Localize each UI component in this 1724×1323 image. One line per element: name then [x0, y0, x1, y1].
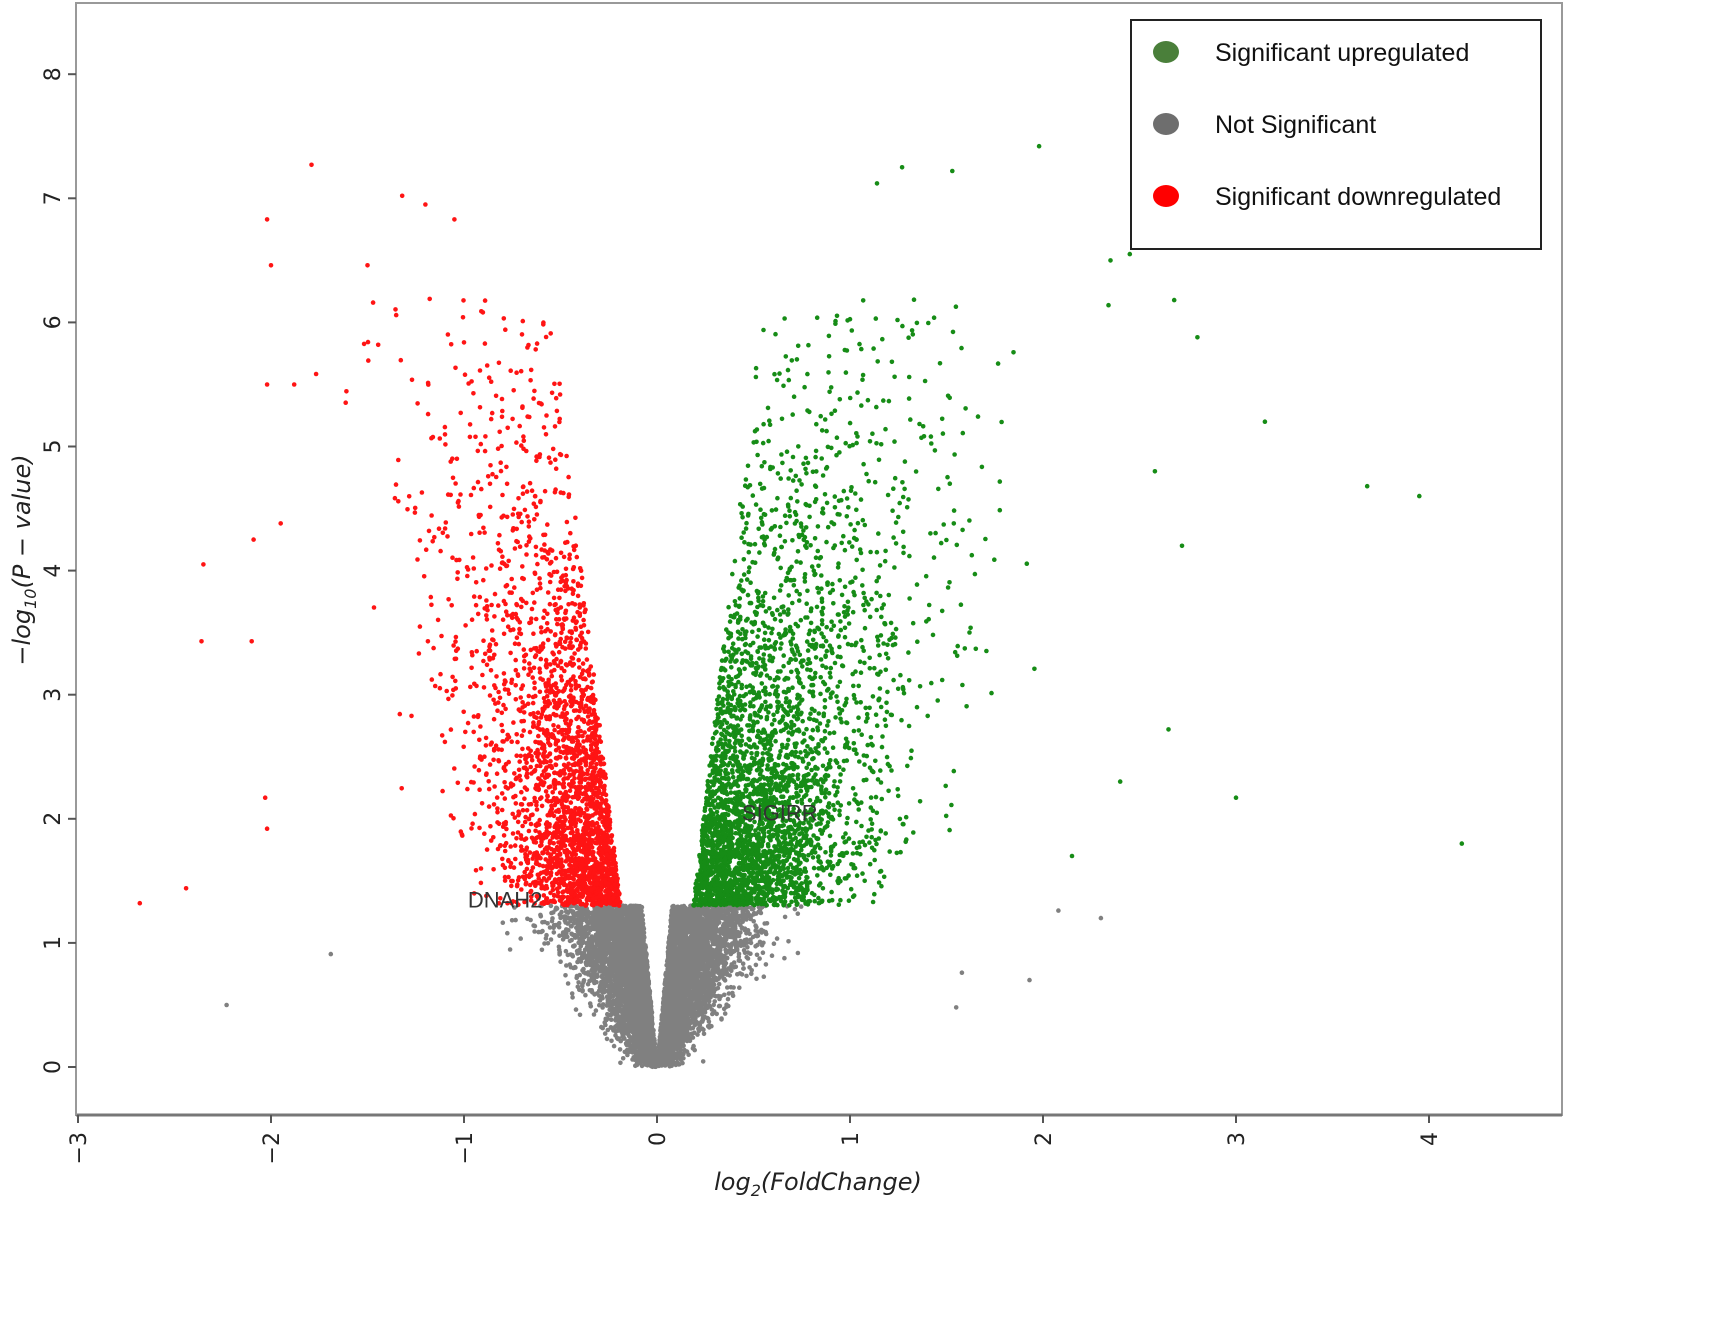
point-not-significant — [717, 1003, 723, 1009]
point-not-significant — [513, 917, 518, 923]
point-not-significant — [711, 1002, 716, 1008]
point-not-significant — [581, 978, 587, 983]
point-not-significant — [753, 944, 758, 949]
point-not-significant — [532, 923, 538, 929]
point-not-significant — [792, 906, 798, 912]
point-not-significant — [744, 973, 749, 979]
point-not-significant — [587, 1001, 593, 1006]
point-not-significant — [745, 956, 751, 961]
point-not-significant — [726, 1003, 731, 1009]
point-not-significant — [722, 1011, 728, 1016]
point-not-significant — [548, 903, 554, 909]
point-not-significant — [573, 1007, 579, 1012]
point-not-significant — [755, 929, 761, 934]
point-not-significant — [681, 1051, 686, 1057]
point-not-significant — [589, 916, 595, 921]
point-not-significant — [700, 1059, 706, 1064]
point-not-significant — [604, 1036, 610, 1042]
point-not-significant — [583, 992, 588, 998]
point-not-significant — [591, 1012, 597, 1017]
point-not-significant — [740, 961, 746, 966]
point-not-significant — [532, 929, 537, 934]
point-not-significant — [577, 1012, 583, 1018]
point-not-significant — [545, 941, 551, 946]
point-not-significant — [731, 985, 736, 990]
point-not-significant — [737, 985, 742, 990]
point-not-significant — [682, 1047, 687, 1053]
point-not-significant — [592, 980, 597, 986]
point-not-significant — [782, 955, 787, 961]
point-not-significant — [609, 1038, 614, 1044]
point-not-significant — [725, 996, 731, 1002]
point-not-significant — [500, 920, 506, 925]
point-not-significant — [574, 973, 580, 979]
point-not-significant — [763, 962, 769, 967]
point-not-significant — [764, 921, 770, 926]
point-not-significant — [597, 1002, 602, 1008]
point-not-significant — [576, 918, 582, 924]
point-not-significant — [621, 1011, 627, 1016]
point-not-significant — [686, 1052, 691, 1057]
point-not-significant — [600, 1005, 605, 1010]
point-not-significant — [565, 981, 571, 986]
point-not-significant — [745, 945, 750, 950]
point-not-significant — [564, 963, 569, 968]
point-not-significant — [558, 959, 563, 964]
point-not-significant — [730, 990, 735, 996]
point-not-significant — [712, 999, 717, 1004]
point-not-significant — [599, 981, 604, 987]
point-not-significant — [726, 991, 732, 996]
point-not-significant — [600, 995, 605, 1001]
point-not-significant — [577, 987, 582, 993]
point-not-significant — [753, 923, 758, 928]
point-not-significant — [556, 944, 562, 950]
point-not-significant — [563, 948, 569, 954]
point-not-significant — [548, 937, 554, 942]
point-not-significant — [741, 966, 746, 971]
point-not-significant — [518, 936, 523, 941]
point-not-significant — [590, 990, 595, 995]
point-not-significant — [507, 947, 513, 952]
point-not-significant — [753, 933, 759, 938]
point-not-significant — [596, 988, 602, 993]
point-not-significant — [557, 949, 562, 955]
point-not-significant — [714, 1011, 719, 1017]
points-layer — [137, 143, 1465, 1070]
point-not-significant — [701, 1031, 707, 1037]
point-not-significant — [540, 920, 545, 925]
point-not-significant — [613, 1029, 619, 1034]
point-not-significant — [574, 948, 580, 954]
point-not-significant — [576, 980, 581, 985]
point-not-significant — [763, 931, 769, 937]
point-not-significant — [786, 939, 791, 944]
point-not-significant — [547, 925, 553, 930]
point-not-significant — [617, 1047, 623, 1052]
point-not-significant — [556, 920, 562, 926]
point-not-significant — [692, 1047, 697, 1053]
point-not-significant — [744, 914, 749, 919]
point-not-significant — [512, 905, 517, 910]
point-not-significant — [754, 952, 760, 958]
point-not-significant — [725, 985, 730, 990]
point-not-significant — [716, 981, 722, 987]
point-not-significant — [757, 956, 762, 961]
point-not-significant — [728, 964, 734, 970]
point-not-significant — [747, 965, 752, 970]
point-not-significant — [719, 1016, 724, 1021]
point-not-significant — [573, 965, 578, 970]
point-not-significant — [798, 904, 804, 909]
point-not-significant — [602, 1031, 608, 1036]
point-not-significant — [760, 950, 766, 955]
point-not-significant — [677, 1062, 682, 1067]
point-not-significant — [536, 929, 541, 935]
point-not-significant — [611, 1043, 617, 1049]
